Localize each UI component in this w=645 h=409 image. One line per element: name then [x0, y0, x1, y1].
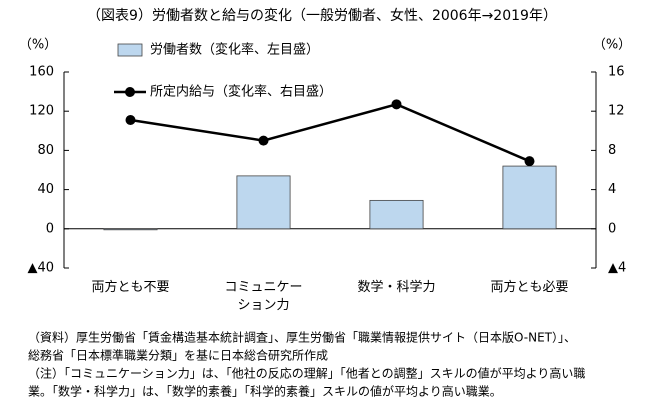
legend-label: 労働者数（変化率、左目盛）	[150, 42, 319, 58]
y2-tick-label: 4	[608, 182, 616, 197]
bar	[103, 228, 158, 231]
bar	[369, 199, 424, 230]
y2-tick-label: 16	[608, 65, 625, 80]
bar	[502, 165, 557, 230]
footnote: （資料）厚生労働省「賃金構造基本統計調査」、厚生労働省「職業情報提供サイト（日本…	[28, 330, 576, 345]
y-tick-label: 120	[29, 104, 54, 119]
y-tick-label: ▲40	[27, 261, 54, 276]
footnote: （注）「コミュニケーション力」は、「他社の反応の理解」「他者との調整」スキルの値…	[28, 366, 585, 381]
bar	[236, 175, 291, 230]
x-tick-label: 両方とも不要	[91, 280, 170, 295]
line-marker	[125, 115, 136, 126]
line-marker	[258, 135, 269, 146]
x-tick-label: 両方とも必要	[490, 280, 569, 295]
y-tick-label: 160	[29, 65, 54, 80]
legend-swatch	[117, 43, 143, 57]
legend-marker	[125, 87, 135, 97]
x-tick-label: コミュニケーション力	[224, 280, 303, 313]
y-tick-label: 40	[37, 182, 54, 197]
line	[130, 103, 530, 163]
line-marker	[391, 99, 402, 110]
y-axis-label: （%）	[19, 38, 57, 53]
y-tick-label: 0	[46, 221, 54, 236]
legend-label: 所定内給与（変化率、右目盛）	[150, 84, 332, 100]
y2-tick-label: 0	[608, 221, 616, 236]
y2-tick-label: 8	[608, 143, 616, 158]
x-tick-label: 数学・科学力	[357, 280, 436, 295]
y-tick-label: 80	[37, 143, 54, 158]
y2-axis-label: （%）	[593, 38, 631, 53]
chart-title: （図表9）労働者数と給与の変化（一般労働者、女性、2006年→2019年）	[87, 7, 557, 24]
footnote: 総務省「日本標準職業分類」を基に日本総合研究所作成	[28, 348, 328, 363]
footnote: 業。「数学・科学力」は、「数学的素養」「科学的素養」スキルの値が平均より高い職業…	[28, 384, 502, 399]
line-marker	[524, 156, 535, 167]
y2-tick-label: ▲4	[608, 261, 626, 276]
y2-tick-label: 12	[608, 104, 625, 119]
